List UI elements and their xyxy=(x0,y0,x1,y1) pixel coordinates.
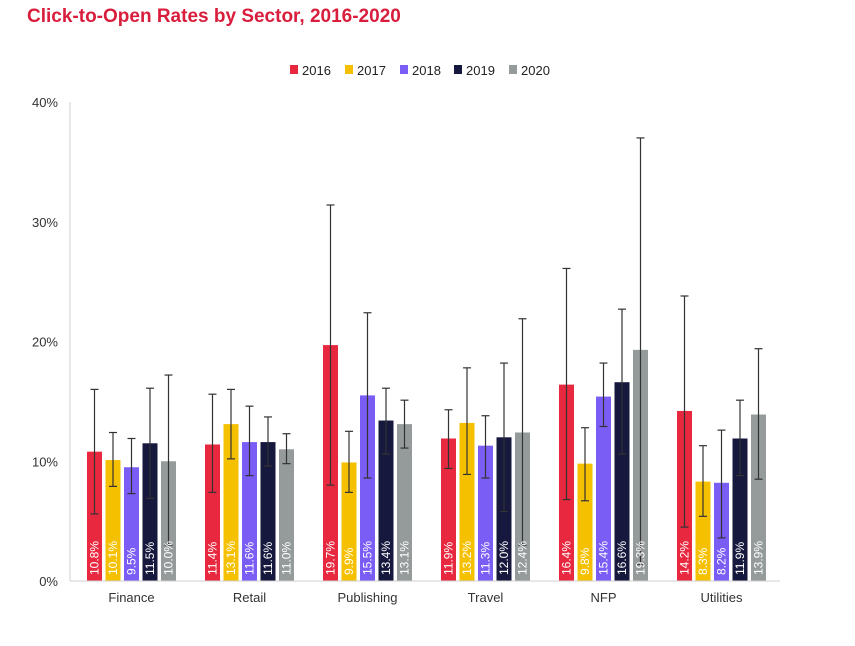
x-axis: Finance Retail Publishing Travel NFP Utilitie… xyxy=(70,580,780,605)
bar-2018-retail xyxy=(242,442,257,581)
y-tick-label: 20% xyxy=(32,335,58,350)
bar-2020-publishing xyxy=(397,424,412,581)
bar-value-label: 9.9% xyxy=(342,547,356,575)
bar-value-label: 19.7% xyxy=(324,541,338,575)
bar-value-label: 13.1% xyxy=(398,541,412,575)
bar-value-label: 10.8% xyxy=(88,541,102,575)
legend-swatch-2020 xyxy=(509,65,517,74)
x-tick-label: Utilities xyxy=(701,590,743,605)
bar-value-label: 8.2% xyxy=(715,547,729,575)
y-tick-label: 10% xyxy=(32,454,58,469)
bar-value-label: 13.4% xyxy=(379,541,393,575)
bar-value-label: 13.9% xyxy=(752,541,766,575)
bar-2016-finance xyxy=(87,451,102,581)
bar-value-label: 14.2% xyxy=(678,541,692,575)
bar-2017-nfp xyxy=(577,463,593,581)
y-axis: 0% 10% 20% 30% 40% xyxy=(32,95,71,589)
bar-value-label: 15.5% xyxy=(361,541,375,575)
bar-value-label: 11.6% xyxy=(261,542,275,575)
bar-value-label: 8.3% xyxy=(696,547,710,575)
bar-value-label: 11.4% xyxy=(206,542,220,575)
bar-2018-finance xyxy=(124,467,139,581)
bar-value-label: 11.5% xyxy=(143,542,157,575)
bar-2018-travel xyxy=(478,445,493,581)
bar-2020-retail xyxy=(279,449,294,581)
bar-2017-utilities xyxy=(695,481,711,581)
bar-value-label: 11.3% xyxy=(479,542,493,575)
legend-swatch-2017 xyxy=(345,65,353,74)
bar-2017-travel xyxy=(459,422,475,581)
legend: 2016 2017 2018 2019 2020 xyxy=(290,63,550,78)
x-tick-label: Finance xyxy=(108,590,154,605)
legend-swatch-2019 xyxy=(454,65,462,74)
legend-label: 2019 xyxy=(466,63,495,78)
bar-2019-retail xyxy=(260,442,276,581)
bar-2019-publishing xyxy=(378,420,394,581)
legend-swatch-2018 xyxy=(400,65,408,74)
x-tick-label: NFP xyxy=(591,590,617,605)
legend-label: 2018 xyxy=(412,63,441,78)
bar-value-label: 12.4% xyxy=(516,541,530,575)
bars xyxy=(87,345,766,581)
bar-value-label: 9.5% xyxy=(125,547,139,575)
bar-value-label: 16.4% xyxy=(560,541,574,575)
bar-value-label: 10.1% xyxy=(106,541,120,575)
x-tick-label: Travel xyxy=(468,590,504,605)
legend-swatch-2016 xyxy=(290,65,298,74)
bar-2017-retail xyxy=(223,424,239,581)
legend-label: 2016 xyxy=(302,63,331,78)
legend-label: 2017 xyxy=(357,63,386,78)
y-tick-label: 30% xyxy=(32,215,58,230)
y-tick-label: 0% xyxy=(39,574,58,589)
bar-value-label: 11.9% xyxy=(442,542,456,575)
bar-2018-nfp xyxy=(596,396,611,581)
x-tick-label: Retail xyxy=(233,590,266,605)
bar-value-label: 13.1% xyxy=(224,541,238,575)
bar-value-label: 15.4% xyxy=(597,541,611,575)
bar-2016-travel xyxy=(441,438,456,581)
bar-2016-retail xyxy=(205,444,220,581)
bar-2018-publishing xyxy=(360,395,375,581)
legend-label: 2020 xyxy=(521,63,550,78)
bar-2019-finance xyxy=(142,443,158,581)
bar-value-label: 10.0% xyxy=(162,541,176,575)
error-bars xyxy=(90,137,763,565)
bar-value-label: 19.3% xyxy=(634,541,648,575)
bar-2019-utilities xyxy=(732,438,748,581)
bar-value-label: 12.0% xyxy=(497,541,511,575)
bar-value-label: 11.6% xyxy=(243,542,257,575)
bar-value-label: 11.0% xyxy=(280,542,294,575)
bar-value-labels: 10.8% 10.1% 9.5% 11.5% 10.0% 11.4% 13.1% 11.6% 1… xyxy=(88,541,766,575)
bar-value-label: 13.2% xyxy=(460,541,474,575)
bar-value-label: 16.6% xyxy=(615,541,629,575)
chart-title: Click-to-Open Rates by Sector, 2016-2020 xyxy=(27,6,401,27)
bar-value-label: 11.9% xyxy=(733,542,747,575)
bar-2019-nfp xyxy=(614,382,630,581)
y-tick-label: 40% xyxy=(32,95,58,110)
x-tick-label: Publishing xyxy=(338,590,398,605)
bar-value-label: 9.8% xyxy=(578,547,592,575)
bar-2020-utilities xyxy=(751,414,766,581)
bar-2017-finance xyxy=(105,460,121,581)
